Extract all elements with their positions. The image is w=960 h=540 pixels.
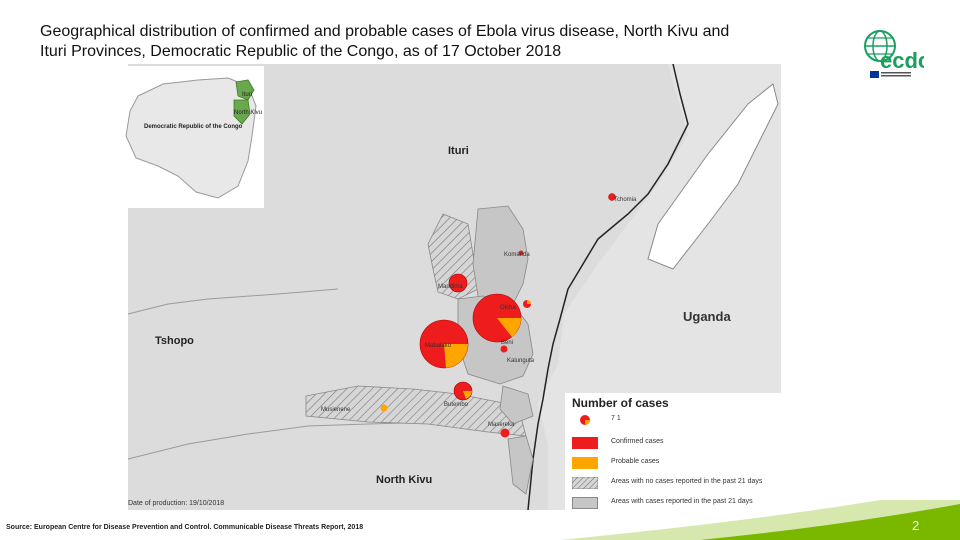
legend-size-icon [580, 415, 590, 425]
slide-title: Geographical distribution of confirmed a… [40, 22, 820, 62]
title-line-2: Ituri Provinces, Democratic Republic of … [40, 43, 562, 60]
source-note: Source: European Centre for Disease Prev… [6, 524, 364, 531]
area-masereka [507, 435, 534, 495]
place-label-masereka: Masereka [488, 422, 515, 428]
lake-albert [647, 83, 779, 270]
area-no-recent-cases-south [305, 385, 527, 437]
legend-hatch-swatch [572, 477, 598, 489]
legend-confirmed-swatch [572, 437, 598, 449]
area-butembo [499, 385, 534, 425]
inset-map-svg: Ituri North Kivu Democratic Republic of … [125, 77, 262, 199]
marker-masereka [500, 428, 510, 438]
region-label-ituri: Ituri [448, 145, 469, 157]
date-of-production: Date of production: 19/10/2018 [128, 500, 225, 507]
inset-map: Ituri North Kivu Democratic Republic of … [118, 66, 264, 208]
page-number: 2 [912, 518, 920, 533]
inset-label-north-kivu: North Kivu [234, 110, 262, 116]
marker-tchomia [608, 193, 616, 201]
title-line-1: Geographical distribution of confirmed a… [40, 23, 730, 40]
marker-komanda [518, 250, 524, 256]
inset-north-kivu-shape [233, 99, 251, 125]
logo-wordmark: ecdc [880, 48, 924, 73]
marker-butembo [453, 381, 473, 401]
footer-band [560, 500, 960, 540]
place-label-oicha: Oicha [500, 305, 516, 311]
legend-recent-label: Areas with cases reported in the past 21… [611, 498, 753, 505]
place-label-butembo: Butembo [444, 402, 469, 408]
marker-mandima [448, 273, 468, 293]
marker-kalunguta [500, 345, 508, 353]
place-label-mabalako: Mabalako [425, 343, 452, 349]
legend-recent-swatch [572, 497, 598, 509]
international-border [527, 64, 689, 510]
inset-label-ituri: Ituri [242, 92, 252, 98]
legend-confirmed-label: Confirmed cases [611, 438, 664, 445]
region-label-tshopo: Tshopo [155, 335, 194, 347]
place-label-musienene: Musienene [321, 407, 351, 413]
inset-country-label: Democratic Republic of the Congo [144, 124, 243, 130]
marker-beni [472, 293, 522, 343]
marker-mabalako [419, 319, 469, 369]
place-label-beni: Beni [501, 340, 513, 346]
area-komanda [472, 205, 529, 315]
region-label-north-kivu: North Kivu [376, 474, 432, 486]
ecdc-logo: ecdc [864, 30, 924, 78]
place-label-mandima: Mandima [438, 284, 463, 290]
legend-title: Number of cases [572, 396, 669, 410]
place-label-tchomia: Tchomia [614, 197, 637, 203]
place-label-kalunguta: Kalunguta [507, 358, 535, 364]
province-border [128, 288, 339, 315]
marker-oicha [523, 300, 531, 308]
legend-probable-swatch [572, 457, 598, 469]
legend-no-recent-label: Areas with no cases reported in the past… [611, 478, 763, 485]
marker-musienene [380, 404, 388, 412]
legend-probable-label: Probable cases [611, 458, 660, 465]
map-legend: Number of cases 7 1 Confirmed cases Prob… [565, 393, 781, 510]
place-label-komanda: Komanda [504, 252, 530, 258]
legend-size-label: 7 1 [611, 415, 621, 422]
region-label-uganda: Uganda [683, 309, 731, 324]
inset-ituri-shape [235, 79, 255, 101]
